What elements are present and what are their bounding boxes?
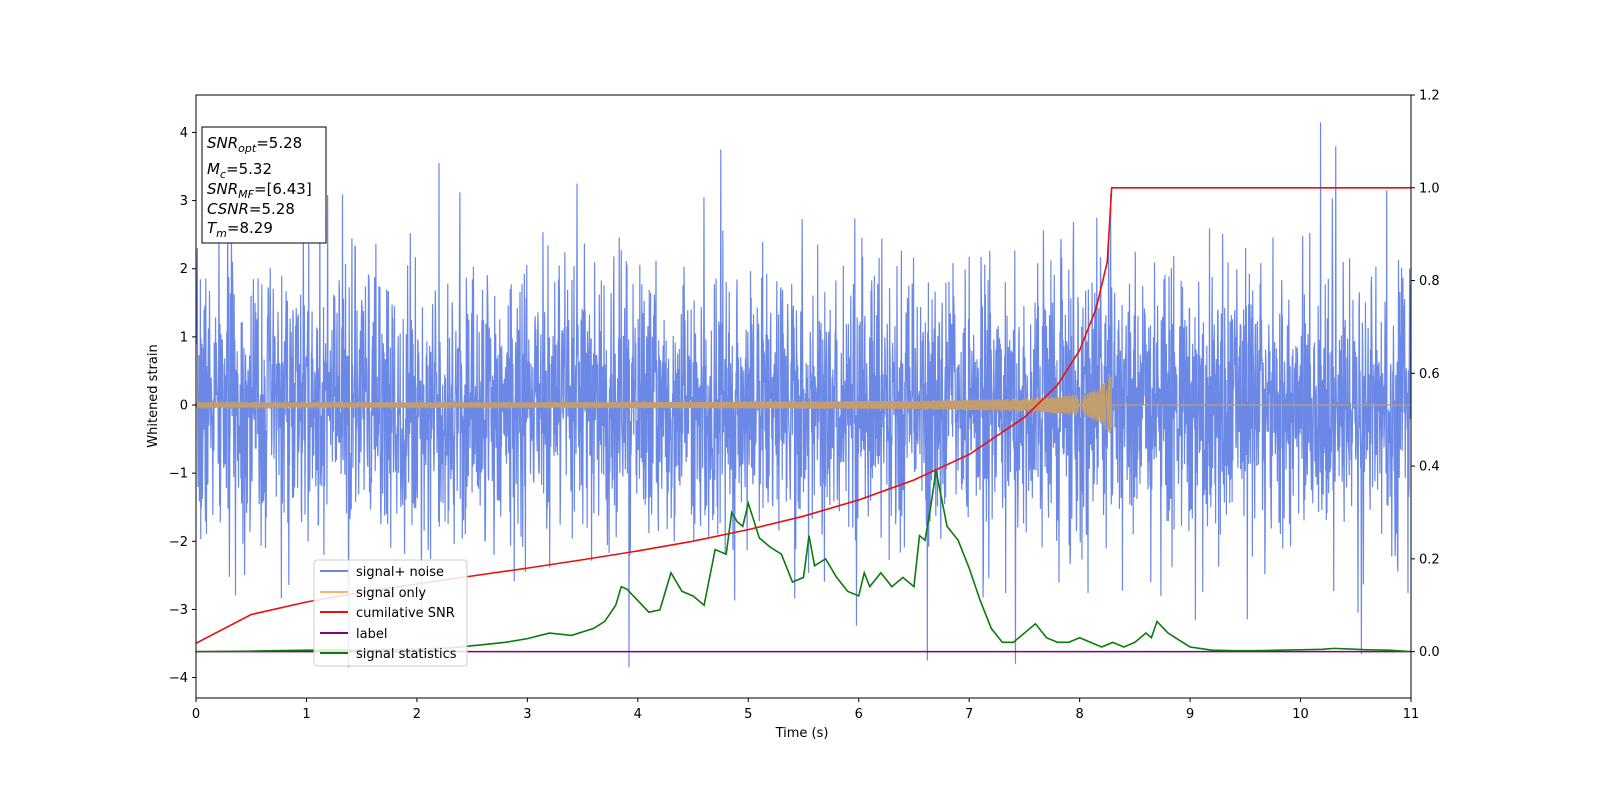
svg-text:Tm=8.29: Tm=8.29 <box>207 219 273 240</box>
x-tick-label: 0 <box>192 707 200 722</box>
info-tm-base: T <box>207 219 218 237</box>
info-csnr-value: =5.28 <box>249 200 295 218</box>
svg-text:SNRMF=[6.43]: SNRMF=[6.43] <box>207 180 312 201</box>
legend-label-4: signal statistics <box>356 647 457 662</box>
x-tick-label: 4 <box>634 707 642 722</box>
legend-label-3: label <box>356 627 387 642</box>
y-left-tick-label: 1 <box>180 330 188 345</box>
series-signal-noise <box>196 122 1411 668</box>
info-box: SNRopt=5.28 Mc=5.32 SNRMF=[6.43] CSNR=5.… <box>201 126 327 244</box>
y-axis-right: 0.0 0.2 0.4 0.6 0.8 1.0 1.2 <box>1411 89 1440 660</box>
info-snr-opt-base: SNR <box>207 134 238 152</box>
x-tick-label: 7 <box>965 707 973 722</box>
y-right-tick-label: 0.4 <box>1419 460 1440 475</box>
y-right-tick-label: 1.2 <box>1419 89 1440 104</box>
info-csnr-base: CSNR <box>207 200 249 218</box>
x-tick-label: 8 <box>1075 707 1083 722</box>
legend-label-2: cumilative SNR <box>356 606 455 621</box>
info-snr-mf-value: =[6.43] <box>254 180 312 198</box>
y-left-tick-label: −2 <box>169 535 188 550</box>
y-left-tick-label: −1 <box>169 467 188 482</box>
info-snr-mf-base: SNR <box>207 180 238 198</box>
axes-frame <box>195 94 1412 699</box>
x-tick-label: 2 <box>413 707 421 722</box>
info-mc-base: M <box>207 160 220 178</box>
y-right-tick-label: 0.8 <box>1419 274 1440 289</box>
x-tick-label: 11 <box>1403 707 1420 722</box>
svg-text:Mc=5.32: Mc=5.32 <box>207 160 272 181</box>
legend: signal+ noise signal only cumilative SNR… <box>313 559 468 667</box>
x-axis-label: Time (s) <box>775 726 829 741</box>
y-left-tick-label: 2 <box>180 262 188 277</box>
info-snr-opt-sub: opt <box>238 142 257 155</box>
y-right-tick-label: 0.2 <box>1419 552 1440 567</box>
svg-text:CSNR=5.28: CSNR=5.28 <box>207 200 295 218</box>
x-tick-label: 6 <box>855 707 863 722</box>
svg-text:SNRopt=5.28: SNRopt=5.28 <box>207 134 302 155</box>
y-axis-left: −4 −3 −2 −1 0 1 2 3 4 <box>169 126 196 686</box>
series-signal-statistics <box>196 470 1411 653</box>
x-axis: 0 1 2 3 4 5 6 7 8 9 10 11 <box>192 698 1419 722</box>
info-mc-sub: c <box>220 168 226 181</box>
info-tm-sub: m <box>216 227 227 240</box>
y-left-tick-label: 3 <box>180 194 188 209</box>
x-tick-label: 5 <box>744 707 752 722</box>
info-mc-value: =5.32 <box>226 160 272 178</box>
info-snr-opt-value: =5.28 <box>256 134 302 152</box>
x-tick-label: 3 <box>523 707 531 722</box>
x-tick-label: 9 <box>1186 707 1194 722</box>
y-right-tick-label: 0.0 <box>1419 645 1440 660</box>
series-signal-only <box>196 376 1411 434</box>
info-snr-mf-sub: MF <box>238 188 254 201</box>
x-tick-label: 1 <box>302 707 310 722</box>
legend-label-1: signal only <box>356 586 426 601</box>
legend-label-0: signal+ noise <box>356 565 444 580</box>
y-left-tick-label: −3 <box>169 603 188 618</box>
x-tick-label: 10 <box>1292 707 1309 722</box>
y-axis-label: Whitened strain <box>146 344 161 447</box>
y-right-tick-label: 0.6 <box>1419 367 1440 382</box>
y-left-tick-label: −4 <box>169 671 188 686</box>
y-left-tick-label: 4 <box>180 126 188 141</box>
info-tm-value: =8.29 <box>227 219 273 237</box>
y-right-tick-label: 1.0 <box>1419 181 1440 196</box>
y-left-tick-label: 0 <box>180 399 188 414</box>
